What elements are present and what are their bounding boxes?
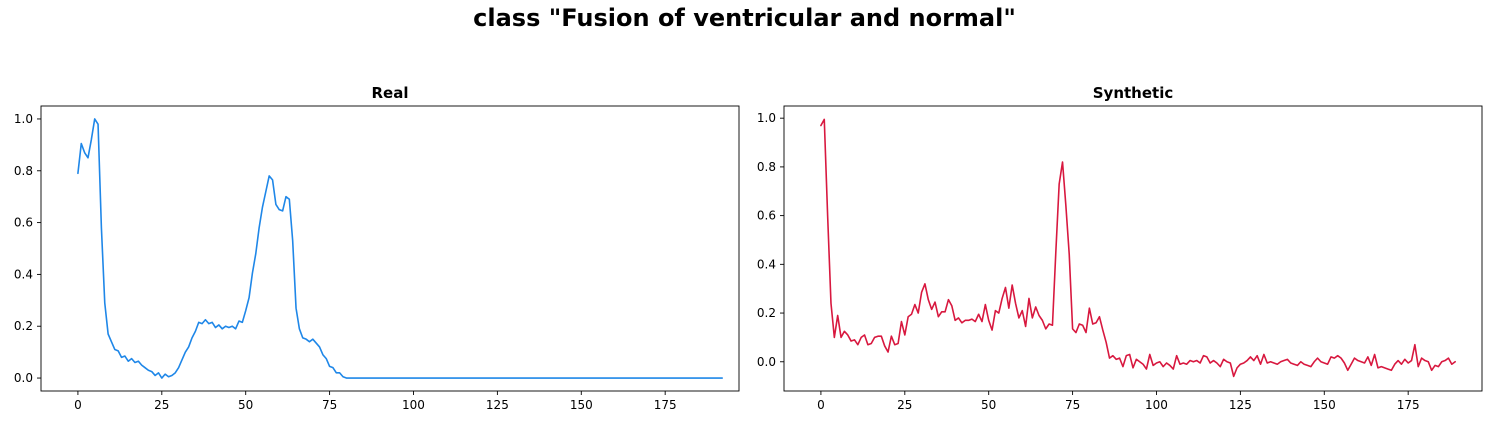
synthetic-x-tick-label: 100 [1145, 398, 1168, 412]
real-x-tick-label: 175 [654, 398, 677, 412]
real-y-tick-label: 0.4 [14, 267, 33, 281]
real-series-line-0 [77, 118, 724, 379]
synthetic-y-tick-label: 0.6 [757, 209, 776, 223]
synthetic-x-tick-label: 150 [1313, 398, 1336, 412]
real-x-tick-label: 150 [570, 398, 593, 412]
synthetic-x-tick-label: 0 [817, 398, 825, 412]
figure-title: class "Fusion of ventricular and normal" [473, 4, 1016, 32]
real-y-tick-label: 0.0 [14, 371, 33, 385]
synthetic-y-tick-label: 1.0 [757, 111, 776, 125]
real-y-tick-label: 0.2 [14, 319, 33, 333]
real-y-tick-label: 0.8 [14, 164, 33, 178]
synthetic-x-tick-label: 125 [1229, 398, 1252, 412]
real-x-tick-label: 25 [154, 398, 169, 412]
synthetic-panel-title: Synthetic [1093, 84, 1174, 102]
real-x-tick-label: 125 [486, 398, 509, 412]
real-y-tick-label: 1.0 [14, 112, 33, 126]
real-axes-frame [40, 105, 740, 392]
real-y-tick-label: 0.6 [14, 216, 33, 230]
synthetic-axes-frame [783, 105, 1483, 392]
synthetic-y-tick-label: 0.0 [757, 355, 776, 369]
real-x-tick-label: 0 [74, 398, 82, 412]
synthetic-x-tick-label: 50 [981, 398, 996, 412]
real-x-tick-label: 50 [238, 398, 253, 412]
synthetic-x-tick-label: 25 [897, 398, 912, 412]
real-x-tick-label: 100 [402, 398, 425, 412]
real-panel-title: Real [372, 84, 409, 102]
synthetic-y-tick-label: 0.4 [757, 257, 776, 271]
synthetic-x-tick-label: 175 [1397, 398, 1420, 412]
synthetic-y-tick-label: 0.8 [757, 160, 776, 174]
real-x-tick-label: 75 [322, 398, 337, 412]
synthetic-series-line-0 [820, 118, 1456, 378]
synthetic-x-tick-label: 75 [1065, 398, 1080, 412]
synthetic-y-tick-label: 0.2 [757, 306, 776, 320]
